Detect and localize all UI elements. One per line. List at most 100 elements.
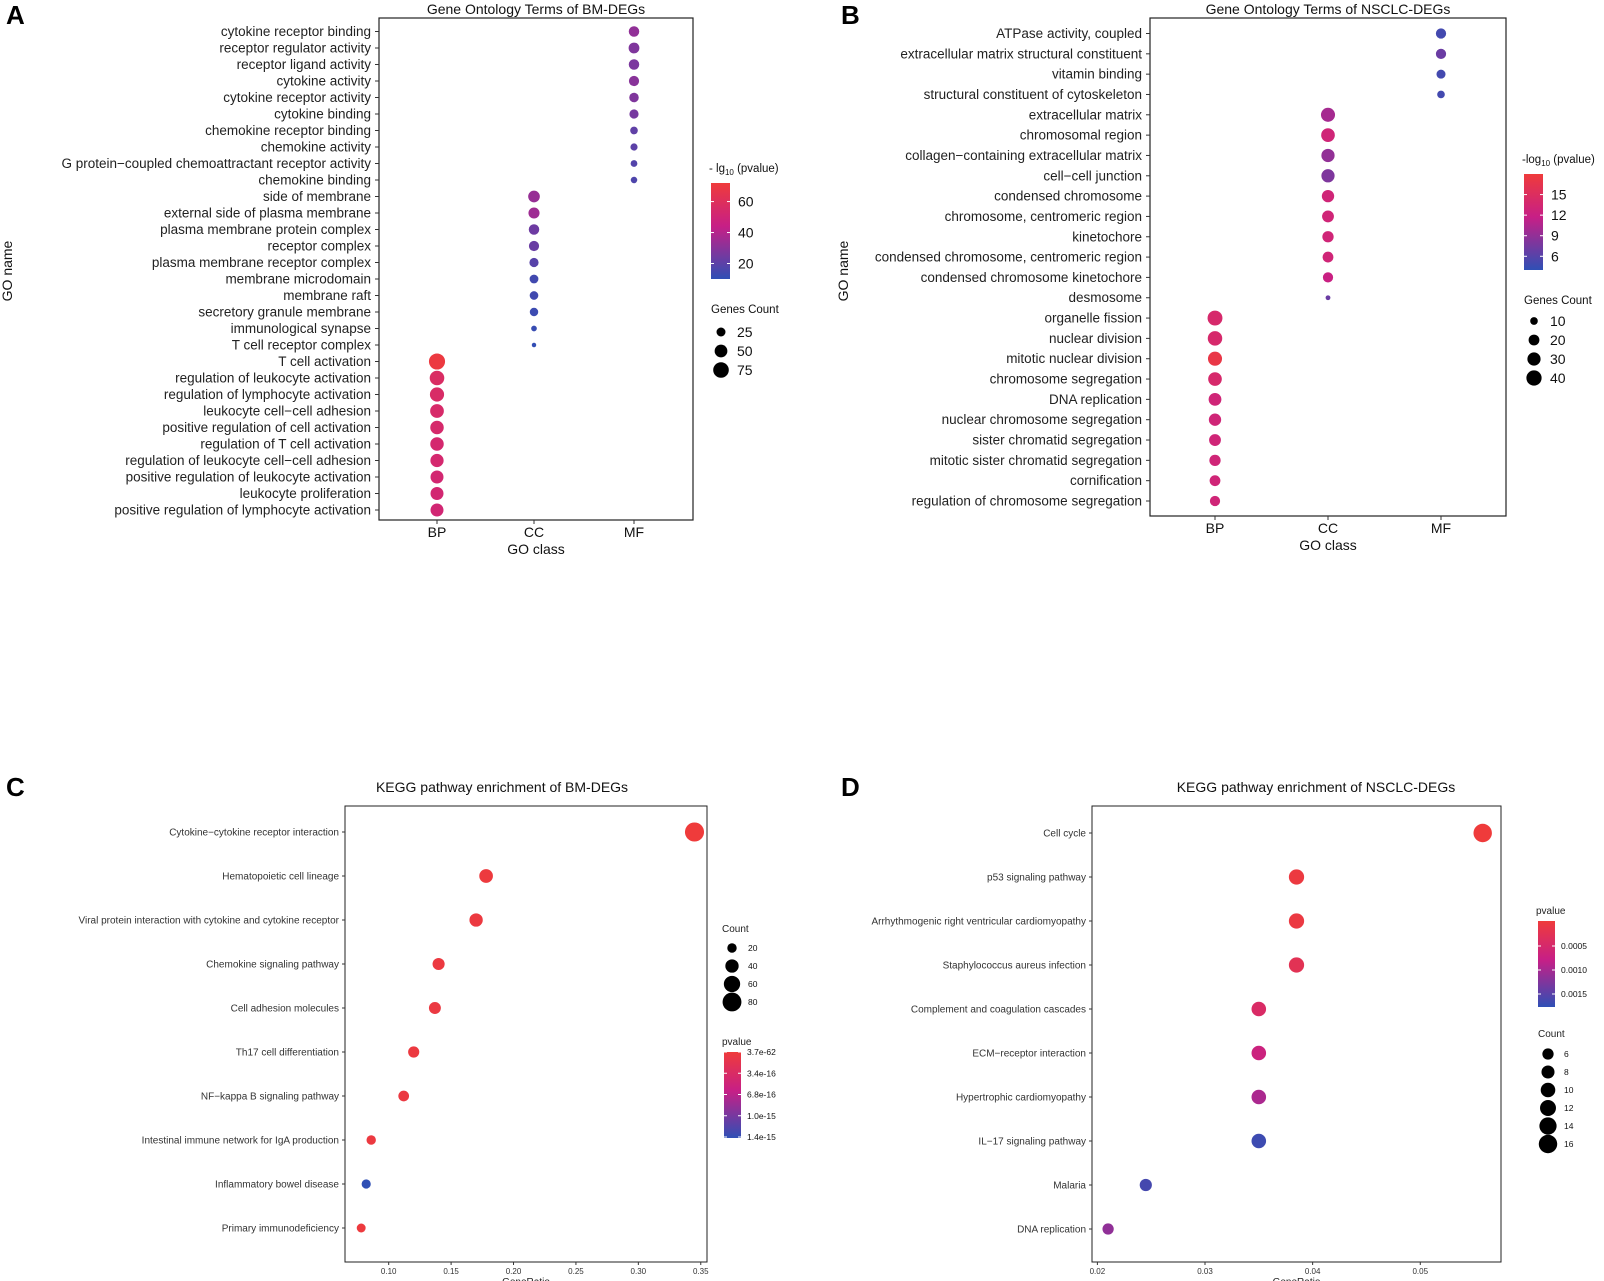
y-tick-label: DNA replication	[1049, 392, 1142, 407]
data-point	[1322, 210, 1334, 223]
color-legend-label: 15	[1551, 187, 1567, 203]
y-tick-label: ATPase activity, coupled	[996, 26, 1142, 41]
size-legend-circle	[1540, 1082, 1556, 1098]
y-tick-label: positive regulation of cell activation	[162, 420, 371, 435]
y-tick-label: immunological synapse	[231, 321, 371, 336]
y-tick-label: nuclear division	[1049, 331, 1142, 346]
data-point	[1436, 69, 1446, 79]
y-tick-label: nuclear chromosome segregation	[942, 412, 1142, 427]
y-tick-label: regulation of T cell activation	[200, 437, 371, 452]
y-tick-label: IL−17 signaling pathway	[978, 1137, 1086, 1148]
y-tick-label: Viral protein interaction with cytokine …	[78, 916, 339, 927]
data-point	[628, 26, 640, 37]
y-tick-label: regulation of leukocyte activation	[175, 371, 371, 386]
size-legend-label: 10	[1564, 1085, 1574, 1095]
data-point	[1321, 128, 1335, 142]
data-point	[429, 370, 445, 386]
data-point	[628, 42, 640, 54]
size-legend-label: 8	[1564, 1067, 1569, 1077]
color-legend-label: 3.4e-16	[747, 1068, 776, 1078]
data-point	[528, 224, 540, 235]
x-tick-label: MF	[1431, 520, 1451, 536]
data-point	[430, 503, 444, 517]
size-legend-title: Count	[1538, 1029, 1565, 1040]
plot-frame	[344, 805, 708, 1263]
data-point	[1208, 372, 1222, 386]
data-point	[408, 1046, 420, 1058]
y-tick-label: Hypertrophic cardiomyopathy	[956, 1093, 1086, 1104]
size-legend-title: Genes Count	[1524, 295, 1593, 307]
plot-frame	[1149, 17, 1507, 517]
data-point	[1139, 1178, 1152, 1192]
y-tick-label: Cell cycle	[1043, 829, 1086, 840]
size-legend-label: 80	[748, 997, 758, 1007]
data-point	[630, 176, 638, 184]
x-tick-label: 0.20	[506, 1267, 522, 1276]
data-point	[1207, 331, 1223, 346]
panel-label-a: A	[6, 0, 25, 30]
data-point	[356, 1223, 366, 1233]
size-legend-circle	[714, 344, 728, 358]
data-point	[1251, 1045, 1267, 1061]
size-legend-label: 40	[748, 961, 758, 971]
color-legend-bar	[711, 183, 730, 279]
x-tick-label: CC	[524, 524, 544, 540]
color-legend-label: 1.0e-15	[747, 1111, 776, 1121]
data-point	[1437, 90, 1445, 99]
color-legend-label: 6.8e-16	[747, 1090, 776, 1100]
y-tick-label: extracellular matrix	[1029, 107, 1143, 122]
data-point	[430, 404, 444, 418]
y-tick-label: receptor complex	[267, 239, 371, 254]
y-tick-label: vitamin binding	[1052, 67, 1142, 82]
x-tick-label: 0.03	[1197, 1267, 1213, 1276]
size-legend-label: 50	[737, 343, 753, 359]
data-point	[1209, 495, 1221, 507]
data-point	[629, 109, 639, 119]
y-tick-label: DNA replication	[1017, 1225, 1086, 1236]
data-point	[1288, 957, 1305, 973]
y-tick-label: membrane microdomain	[225, 272, 371, 287]
data-point	[628, 59, 640, 70]
color-legend-label: 20	[738, 256, 754, 272]
data-point	[1251, 1001, 1267, 1017]
y-tick-label: T cell activation	[278, 354, 371, 369]
data-point	[529, 291, 539, 300]
data-point	[630, 143, 638, 151]
size-legend-circle	[1526, 370, 1542, 386]
size-legend-circle	[1538, 1134, 1558, 1154]
y-tick-label: regulation of lymphocyte activation	[164, 387, 371, 402]
y-tick-label: Cytokine−cytokine receptor interaction	[169, 828, 339, 839]
data-point	[1473, 823, 1492, 843]
x-axis-title: GO class	[507, 541, 565, 557]
data-point	[531, 342, 537, 348]
data-point	[1288, 869, 1305, 885]
data-point	[430, 453, 444, 468]
color-legend-label: 0.0015	[1561, 989, 1587, 999]
y-tick-label: chromosome segregation	[990, 372, 1142, 387]
size-legend-circle	[1528, 334, 1540, 346]
y-tick-label: Cell adhesion molecules	[231, 1004, 339, 1015]
size-legend-circle	[1527, 352, 1541, 366]
data-point	[1209, 434, 1221, 446]
size-legend-circle	[1539, 1117, 1557, 1135]
x-tick-label: 0.04	[1305, 1267, 1321, 1276]
size-legend-circle	[723, 975, 741, 993]
y-tick-label: cornification	[1070, 473, 1142, 488]
data-point	[630, 160, 638, 167]
y-tick-label: Chemokine signaling pathway	[206, 960, 339, 971]
data-point	[1435, 28, 1447, 39]
size-legend-label: 75	[737, 362, 753, 378]
color-legend-label: 40	[738, 225, 754, 241]
panel-label-b: B	[841, 0, 860, 30]
x-tick-label: BP	[1206, 520, 1225, 536]
y-tick-label: desmosome	[1068, 290, 1142, 305]
y-tick-label: extracellular matrix structural constitu…	[900, 46, 1142, 61]
size-legend-circle	[713, 362, 729, 378]
data-point	[628, 75, 640, 87]
data-point	[1321, 189, 1335, 203]
x-tick-label: 0.15	[443, 1267, 459, 1276]
go-nsclc-chart: Gene Ontology Terms of NSCLC-DEGs ATPase …	[835, 1, 1595, 553]
y-tick-label: regulation of leukocyte cell−cell adhesi…	[125, 453, 371, 468]
data-point	[432, 957, 445, 971]
